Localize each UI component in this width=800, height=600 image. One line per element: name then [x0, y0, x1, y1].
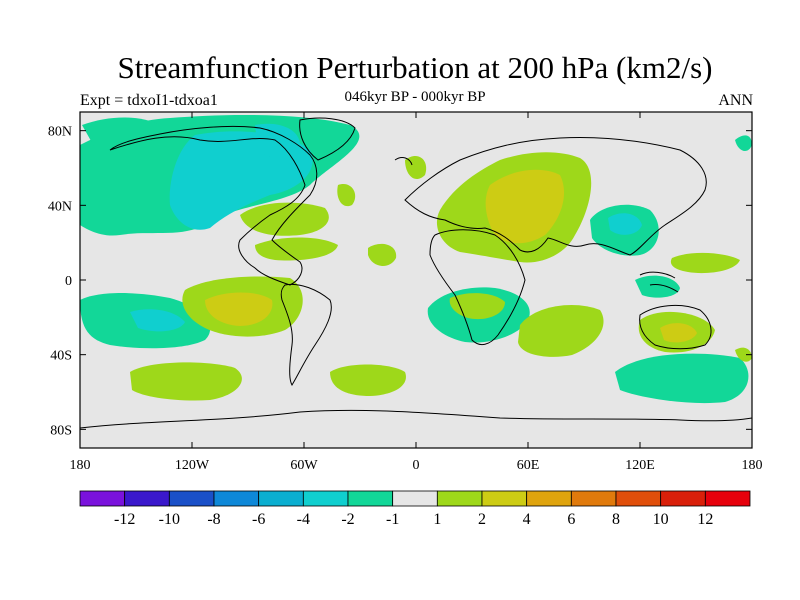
- x-tick-label: 60E: [517, 458, 540, 473]
- contour-region-east-pacific-southern-high: [735, 347, 752, 362]
- y-tick-label: 80S: [50, 423, 72, 438]
- contour-region-south-pacific-low-core: [130, 309, 185, 332]
- colorbar-label: 1: [433, 511, 441, 528]
- colorbar-label: -1: [386, 511, 399, 528]
- y-tick-label: 0: [65, 274, 72, 289]
- colorbar-label: -10: [159, 511, 180, 528]
- colorbar-swatch: [258, 490, 304, 507]
- contour-region-eurasia-high-core: [485, 169, 565, 244]
- colorbar-label: -8: [207, 511, 220, 528]
- x-tick-label: 0: [413, 458, 420, 473]
- colorbar-label: -6: [252, 511, 265, 528]
- colorbar-swatch: [570, 490, 617, 507]
- contour-region-east-asia-core: [608, 213, 642, 235]
- colorbar-swatch: [213, 490, 260, 507]
- colorbar-swatch: [704, 490, 751, 507]
- colorbar: -12 -10 -8 -6 -4 -2 -1 1 2 4 6 8 10 12: [79, 490, 751, 528]
- colorbar-swatch: [615, 490, 662, 507]
- contour-region-southern-africa-core: [449, 293, 505, 320]
- x-axis: 180 120W 60W 0 60E 120E 180: [70, 112, 763, 473]
- x-tick-label: 180: [70, 458, 91, 473]
- contour-fields: [80, 114, 752, 429]
- y-tick-label: 40N: [48, 199, 72, 214]
- plot-title: Streamfunction Perturbation at 200 hPa (…: [117, 50, 713, 85]
- contour-region-south-indian-high: [518, 305, 604, 357]
- colorbar-label: 12: [697, 511, 713, 528]
- x-tick-label: 60W: [290, 458, 318, 473]
- x-tick-label: 120W: [175, 458, 210, 473]
- colorbar-swatch: [168, 490, 215, 507]
- contour-region-south-pacific-high-core: [205, 292, 273, 326]
- colorbar-label: -4: [297, 511, 310, 528]
- colorbar-label: 10: [653, 511, 669, 528]
- contour-region-maritime-low: [635, 275, 680, 298]
- contour-region-north-atlantic-high2: [337, 184, 356, 207]
- y-tick-label: 40S: [50, 349, 72, 364]
- contour-region-arctic-low: [82, 117, 160, 149]
- plot-subtitle: 046kyr BP - 000kyr BP: [344, 89, 486, 105]
- colorbar-swatch: [124, 490, 170, 507]
- y-tick-label: 80N: [48, 125, 72, 140]
- colorbar-swatch: [436, 490, 483, 507]
- coastlines: [80, 117, 752, 429]
- contour-region-us-high: [240, 202, 329, 236]
- contour-region-west-pacific-high: [670, 252, 740, 274]
- colorbar-label: 6: [567, 511, 575, 528]
- colorbar-label: 4: [523, 511, 531, 528]
- colorbar-swatch: [302, 490, 349, 507]
- colorbar-swatch: [347, 490, 394, 507]
- contour-region-australia-core: [660, 323, 697, 343]
- contour-region-tropical-atlantic-high: [368, 243, 397, 266]
- contour-region-south-atlantic-high: [330, 364, 406, 396]
- colorbar-label: 2: [478, 511, 486, 528]
- contour-region-southern-ocean-high: [130, 362, 242, 401]
- season-label: ANN: [718, 92, 753, 109]
- colorbar-swatch: [392, 490, 438, 507]
- colorbar-label: -2: [341, 511, 354, 528]
- colorbar-swatch: [481, 490, 528, 507]
- colorbar-label: -12: [114, 511, 135, 528]
- x-tick-label: 180: [742, 458, 763, 473]
- colorbar-swatch: [660, 490, 706, 507]
- contour-region-far-east-low: [735, 135, 752, 152]
- colorbar-label: 8: [612, 511, 620, 528]
- colorbar-swatch: [79, 490, 126, 507]
- contour-region-greenland-core: [255, 123, 300, 158]
- contour-region-south-pacific-midlat-low: [615, 353, 749, 404]
- colorbar-swatch: [526, 490, 572, 507]
- experiment-label: Expt = tdxoI1-tdxoa1: [80, 92, 218, 109]
- y-axis: 80N 40N 0 40S 80S: [48, 125, 752, 438]
- x-tick-label: 120E: [625, 458, 655, 473]
